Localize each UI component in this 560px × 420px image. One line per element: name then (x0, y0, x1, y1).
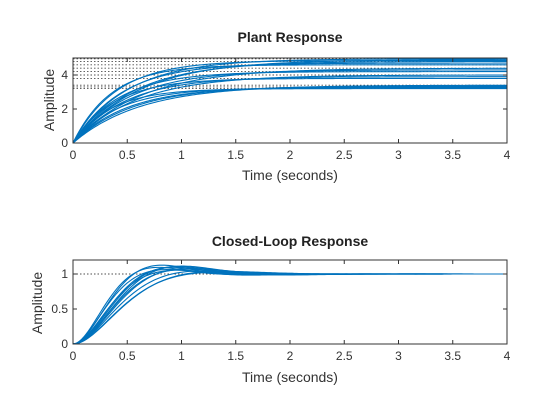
plant-response-x-tick-label: 1 (178, 148, 185, 162)
plant-response-series-line (72, 84, 507, 144)
closed-loop-response-plot: Closed-Loop Response Time (seconds) Ampl… (29, 233, 511, 385)
closed-loop-response-series-line (72, 270, 507, 345)
closed-loop-response-x-tick-label: 3.5 (444, 349, 461, 363)
plant-response-x-tick-label: 1.5 (227, 148, 244, 162)
plant-response-y-tick-label: 4 (61, 68, 68, 82)
plant-response-x-tick-label: 3 (395, 148, 402, 162)
closed-loop-response-title: Closed-Loop Response (212, 233, 369, 249)
closed-loop-response-ylabel: Amplitude (29, 272, 45, 334)
closed-loop-response-series-line (72, 264, 507, 345)
closed-loop-response-series-line (72, 271, 507, 345)
plant-response-series (72, 58, 507, 144)
plant-response-ylabel: Amplitude (41, 69, 57, 131)
plant-response-y-tick-label: 0 (61, 136, 68, 150)
plant-response-x-tick-label: 2.5 (336, 148, 353, 162)
plant-response-series-line (72, 59, 507, 144)
plant-response-series-line (72, 69, 507, 144)
closed-loop-response-x-tick-label: 4 (504, 349, 511, 363)
plant-response-x-tick-label: 0.5 (119, 148, 136, 162)
plant-response-x-tick-label: 4 (504, 148, 511, 162)
plant-response-title: Plant Response (237, 29, 342, 45)
plant-response-y-ticks: 0 2 4 (61, 68, 507, 150)
closed-loop-response-y-tick-label: 0.5 (51, 302, 68, 316)
closed-loop-response-y-tick-label: 1 (61, 267, 68, 281)
closed-loop-response-x-tick-label: 1.5 (227, 349, 244, 363)
closed-loop-response-series (72, 264, 507, 345)
closed-loop-response-series-line (72, 269, 507, 345)
plant-response-x-ticks: 0 0.5 1 1.5 2 2.5 3 3.5 4 (70, 58, 511, 162)
closed-loop-response-y-tick-label: 0 (61, 337, 68, 351)
closed-loop-response-x-tick-label: 1 (178, 349, 185, 363)
closed-loop-response-x-tick-label: 0 (70, 349, 77, 363)
plant-response-series-line (72, 85, 507, 144)
plant-response-series-line (72, 59, 507, 144)
plant-response-series-line (72, 67, 507, 144)
plant-response-series-line (72, 74, 507, 144)
plant-response-series-line (72, 60, 507, 144)
closed-loop-response-series-line (72, 270, 507, 345)
plant-response-series-line (72, 77, 507, 144)
plant-response-x-tick-label: 3.5 (444, 148, 461, 162)
closed-loop-response-xlabel: Time (seconds) (242, 369, 338, 385)
closed-loop-response-x-tick-label: 0.5 (119, 349, 136, 363)
closed-loop-response-axes-box (72, 259, 508, 345)
closed-loop-response-x-tick-label: 2.5 (336, 349, 353, 363)
plant-response-y-tick-label: 2 (61, 102, 68, 116)
closed-loop-response-x-tick-label: 2 (287, 349, 294, 363)
closed-loop-response-x-ticks: 0 0.5 1 1.5 2 2.5 3 3.5 4 (70, 260, 511, 363)
plant-response-x-tick-label: 0 (70, 148, 77, 162)
closed-loop-response-y-ticks: 00.51 (51, 267, 507, 351)
plant-response-plot: Plant Response Time (seconds) Amplitude … (41, 29, 511, 183)
plant-response-xlabel: Time (seconds) (242, 167, 338, 183)
closed-loop-response-x-tick-label: 3 (395, 349, 402, 363)
plant-response-x-tick-label: 2 (287, 148, 294, 162)
